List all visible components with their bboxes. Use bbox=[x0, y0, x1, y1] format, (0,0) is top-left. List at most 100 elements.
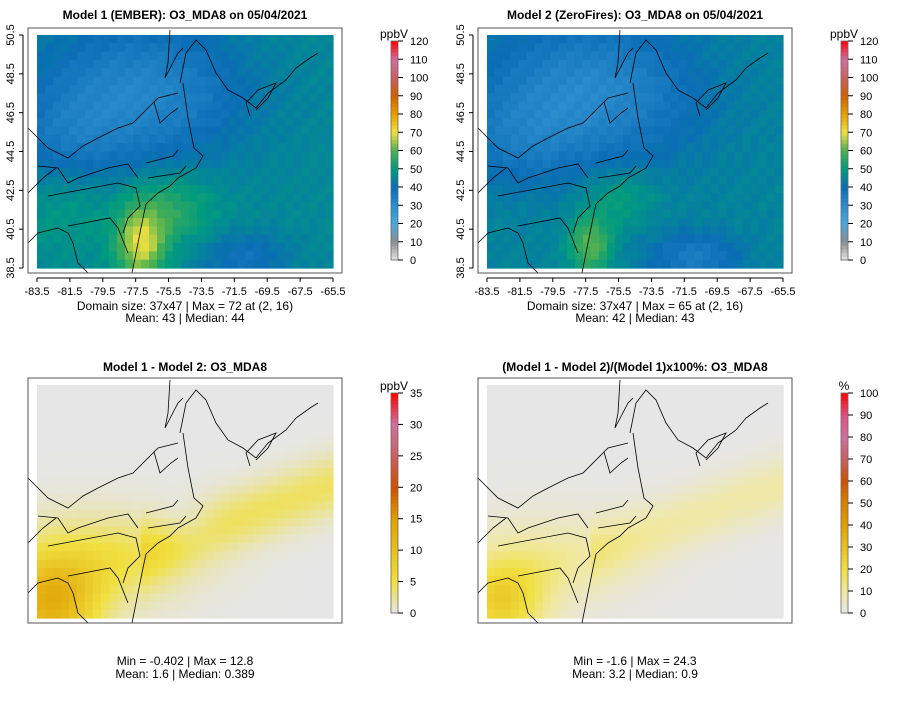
raster-cell bbox=[189, 159, 198, 169]
raster-cell bbox=[511, 518, 520, 528]
raster-cell bbox=[623, 134, 632, 144]
raster-cell bbox=[703, 59, 712, 69]
raster-cell bbox=[85, 251, 94, 261]
raster-cell bbox=[679, 385, 688, 394]
raster-cell bbox=[237, 243, 246, 252]
raster-cell bbox=[647, 176, 656, 186]
raster-cell bbox=[141, 234, 150, 244]
raster-cell bbox=[663, 509, 672, 519]
raster-cell bbox=[173, 201, 182, 211]
raster-cell bbox=[759, 551, 768, 561]
raster-cell bbox=[719, 509, 728, 519]
raster-cell bbox=[125, 59, 134, 69]
raster-cell bbox=[639, 51, 648, 61]
raster-cell bbox=[149, 443, 158, 453]
raster-cell bbox=[487, 451, 496, 461]
raster-cell bbox=[61, 35, 70, 44]
raster-cell bbox=[703, 76, 712, 86]
raster-cell bbox=[719, 559, 728, 569]
raster-cell bbox=[189, 468, 198, 478]
colorbar-segment bbox=[391, 547, 398, 552]
raster-cell bbox=[495, 226, 504, 236]
raster-cell bbox=[85, 35, 94, 44]
raster-cell bbox=[607, 134, 616, 144]
raster-cell bbox=[77, 51, 86, 61]
raster-cell bbox=[189, 509, 198, 519]
raster-cell bbox=[679, 126, 688, 136]
raster-cell bbox=[599, 509, 608, 519]
raster-cell bbox=[679, 84, 688, 94]
raster-cell bbox=[543, 509, 552, 519]
raster-cell bbox=[687, 159, 696, 169]
raster-cell bbox=[77, 534, 86, 544]
raster-cell bbox=[69, 385, 78, 394]
raster-cell bbox=[181, 584, 190, 594]
raster-cell bbox=[767, 484, 776, 494]
raster-cell bbox=[663, 459, 672, 469]
colorbar-unit: % bbox=[839, 379, 850, 393]
raster-cell bbox=[591, 259, 600, 269]
raster-cell bbox=[133, 118, 142, 128]
x-tick-label: -65.5 bbox=[770, 286, 795, 298]
colorbar-segment bbox=[841, 176, 848, 181]
raster-cell bbox=[719, 68, 728, 78]
raster-cell bbox=[639, 584, 648, 594]
raster-cell bbox=[229, 459, 238, 469]
raster-cell bbox=[77, 609, 86, 619]
raster-cell bbox=[519, 568, 528, 577]
raster-cell bbox=[775, 151, 784, 161]
raster bbox=[37, 385, 334, 619]
raster-cell bbox=[245, 468, 254, 478]
raster-cell bbox=[727, 84, 736, 94]
raster-cell bbox=[767, 534, 776, 544]
raster-cell bbox=[655, 609, 664, 619]
raster-cell bbox=[583, 401, 592, 411]
raster-cell bbox=[301, 426, 310, 436]
raster-cell bbox=[655, 584, 664, 594]
colorbar-segment bbox=[391, 418, 398, 423]
raster-cell bbox=[221, 101, 230, 111]
raster-cell bbox=[519, 168, 528, 178]
colorbar-segment bbox=[391, 462, 398, 467]
raster-cell bbox=[535, 234, 544, 244]
raster-cell bbox=[101, 193, 110, 203]
raster-cell bbox=[253, 501, 262, 511]
boundary-line bbox=[597, 515, 637, 529]
raster-cell bbox=[687, 184, 696, 194]
raster-cell bbox=[527, 501, 536, 511]
raster-cell bbox=[551, 468, 560, 478]
raster-cell bbox=[639, 35, 648, 44]
raster-cell bbox=[615, 401, 624, 411]
raster-cell bbox=[205, 126, 214, 136]
raster-cell bbox=[527, 451, 536, 461]
raster-cell bbox=[133, 609, 142, 619]
raster-cell bbox=[503, 243, 512, 252]
raster-cell bbox=[69, 576, 78, 586]
colorbar-segment bbox=[841, 554, 848, 559]
raster-cell bbox=[53, 201, 62, 211]
raster-cell bbox=[45, 426, 54, 436]
raster-cell bbox=[487, 509, 496, 519]
raster-cell bbox=[751, 468, 760, 478]
colorbar-segment bbox=[841, 609, 848, 614]
raster-cell bbox=[527, 409, 536, 419]
raster-cell bbox=[719, 109, 728, 119]
raster-cell bbox=[317, 201, 326, 211]
raster-cell bbox=[535, 43, 544, 53]
raster-cell bbox=[503, 385, 512, 394]
raster-cell bbox=[173, 543, 182, 553]
raster-cell bbox=[495, 101, 504, 111]
colorbar-tick-label: 80 bbox=[410, 109, 422, 121]
raster-cell bbox=[213, 176, 222, 186]
raster-cell bbox=[197, 493, 206, 503]
raster-cell bbox=[559, 51, 568, 61]
raster-cell bbox=[269, 518, 278, 528]
raster-cell bbox=[591, 251, 600, 261]
raster-cell bbox=[535, 493, 544, 503]
raster-cell bbox=[197, 168, 206, 178]
raster-cell bbox=[679, 109, 688, 119]
raster-cell bbox=[85, 218, 94, 227]
raster-cell bbox=[551, 218, 560, 227]
raster-cell bbox=[559, 509, 568, 519]
raster-cell bbox=[245, 493, 254, 503]
